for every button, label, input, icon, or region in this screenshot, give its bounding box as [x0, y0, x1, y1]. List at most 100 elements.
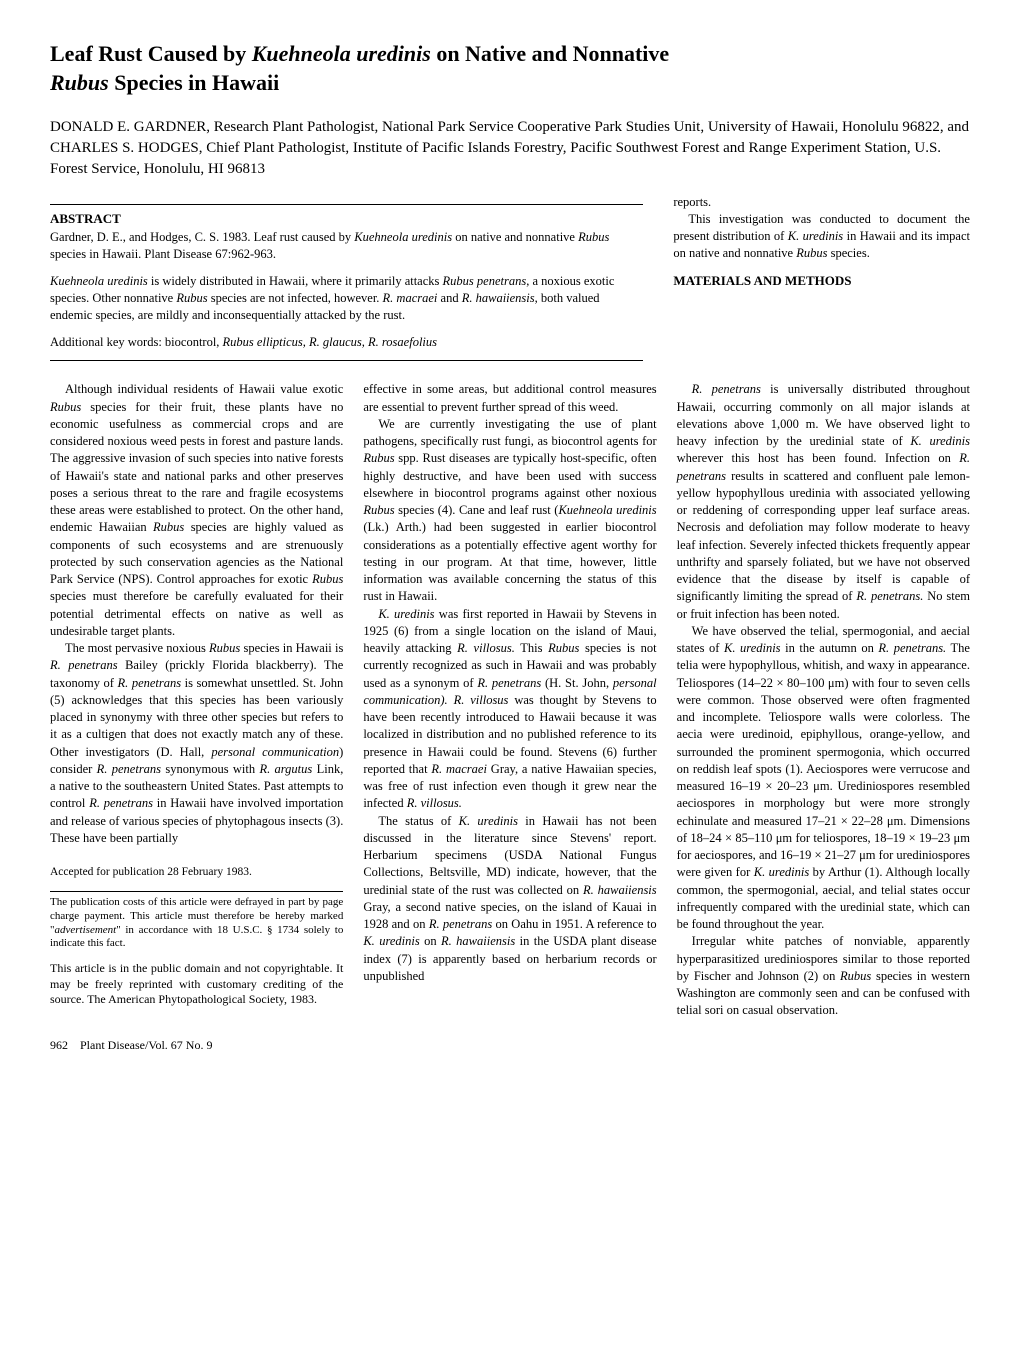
tr-p1-it: K. uredinis: [788, 229, 843, 243]
c3-p3: We have observed the telial, spermogonia…: [677, 623, 970, 934]
materials-methods-heading: MATERIALS AND METHODS: [673, 272, 970, 290]
rule-bottom: [50, 360, 643, 361]
title-part2: on Native and Nonnative: [431, 41, 669, 66]
c2-p4: The status of K. uredinis in Hawaii has …: [363, 813, 656, 986]
c1p1-it2: Rubus: [153, 520, 184, 534]
c2p2-it1: Rubus: [363, 451, 394, 465]
c2p4-it2: R. hawaiiensis: [583, 883, 657, 897]
column-1: Although individual residents of Hawaii …: [50, 381, 343, 1019]
abstract-citation-it2: Rubus: [578, 230, 609, 244]
c1p1-1: Although individual residents of Hawaii …: [65, 382, 343, 396]
reports-continued: reports.: [673, 194, 970, 211]
c1p2-it6: R. argutus: [259, 762, 312, 776]
c1-p1: Although individual residents of Hawaii …: [50, 381, 343, 640]
volume-info: Plant Disease/Vol. 67 No. 9: [80, 1038, 212, 1052]
c2p2-post: (Lk.) Arth.) had been suggested in earli…: [363, 520, 656, 603]
c2p4-it1: K. uredinis: [459, 814, 518, 828]
c3p2-2: wherever this host has been found. Infec…: [677, 451, 960, 465]
c1p2-1: The most pervasive noxious: [65, 641, 209, 655]
c1p2-it3: R. penetrans: [118, 676, 182, 690]
tr-p1-it2: Rubus: [796, 246, 827, 260]
c3p2-it2: K. uredinis: [910, 434, 970, 448]
c1p1-post: species must therefore be carefully eval…: [50, 589, 343, 638]
abstract-b1-it: Kuehneola uredinis: [50, 274, 148, 288]
c2p3-it4: R. penetrans: [477, 676, 541, 690]
c2p3-it3: Rubus: [548, 641, 579, 655]
c3p3-it1: K. uredinis: [724, 641, 781, 655]
c3p4-it: Rubus: [840, 969, 871, 983]
invest-paragraph: This investigation was conducted to docu…: [673, 211, 970, 262]
c2p2-3: species (4). Cane and leaf rust (: [395, 503, 559, 517]
c1p2-it4: personal communication: [211, 745, 339, 759]
title-part1: Leaf Rust Caused by: [50, 41, 252, 66]
authors: DONALD E. GARDNER, Research Plant Pathol…: [50, 117, 970, 180]
c1p2-it2: R. penetrans: [50, 658, 118, 672]
keywords: Additional key words: biocontrol, Rubus …: [50, 334, 643, 351]
column-2: effective in some areas, but additional …: [363, 381, 656, 1019]
c1p2-6: synonymous with: [161, 762, 259, 776]
c2p2-1: We are currently investigating the use o…: [363, 417, 656, 448]
footnote: The publication costs of this article we…: [50, 896, 343, 951]
c2p4-5: on: [420, 934, 441, 948]
abstract-b3: species are not infected, however.: [208, 291, 383, 305]
c2p3-it7: R. villosus.: [407, 796, 462, 810]
c2p4-it5: R. hawaiiensis: [441, 934, 515, 948]
keywords-pre: Additional key words: biocontrol,: [50, 335, 223, 349]
copyright: This article is in the public domain and…: [50, 961, 343, 1008]
c3p3-it2: R. penetrans.: [878, 641, 946, 655]
c2p3-it1: K. uredinis: [378, 607, 434, 621]
abstract-citation-pre: Gardner, D. E., and Hodges, C. S. 1983. …: [50, 230, 354, 244]
c3p2-it4: R. penetrans.: [856, 589, 923, 603]
abstract-citation: Gardner, D. E., and Hodges, C. S. 1983. …: [50, 229, 643, 263]
abstract-b1: is widely distributed in Hawaii, where i…: [148, 274, 443, 288]
accepted-date: Accepted for publication 28 February 198…: [50, 865, 343, 881]
c3p2-3: results in scattered and confluent pale …: [677, 469, 970, 604]
title-part3: Species in Hawaii: [109, 70, 280, 95]
c1p2-it1: Rubus: [209, 641, 240, 655]
c2p3-it6: R. macraei: [431, 762, 487, 776]
c2p2-it2: Rubus: [363, 503, 394, 517]
c3-p4: Irregular white patches of nonviable, ap…: [677, 933, 970, 1019]
c3p3-2: in the autumn on: [781, 641, 879, 655]
footnote-rule: [50, 891, 343, 892]
title-italic1: Kuehneola uredinis: [252, 41, 431, 66]
column-3: R. penetrans is universally distributed …: [677, 381, 970, 1019]
fn-it: advertisement: [55, 924, 117, 936]
abstract-section: ABSTRACT Gardner, D. E., and Hodges, C. …: [50, 194, 643, 367]
abstract-citation-post: species in Hawaii. Plant Disease 67:962-…: [50, 247, 276, 261]
abstract-b2-it: Rubus penetrans: [443, 274, 527, 288]
c1p1-it1: Rubus: [50, 400, 81, 414]
c1p1-2: species for their fruit, these plants ha…: [50, 400, 343, 535]
c2p3-4: (H. St. John,: [541, 676, 613, 690]
abstract-citation-it1: Kuehneola uredinis: [354, 230, 452, 244]
abstract-heading: ABSTRACT: [50, 211, 643, 227]
c2p2-2: spp. Rust diseases are typically host-sp…: [363, 451, 656, 500]
c2p4-1: The status of: [378, 814, 458, 828]
c2-p3: K. uredinis was first reported in Hawaii…: [363, 606, 656, 813]
page-number: 962: [50, 1038, 68, 1052]
tr-p1-post: species.: [827, 246, 869, 260]
c2p3-2: This: [515, 641, 548, 655]
c3-p2: R. penetrans is universally distributed …: [677, 381, 970, 623]
page-footer: 962 Plant Disease/Vol. 67 No. 9: [50, 1038, 970, 1053]
abstract-b4: and: [437, 291, 461, 305]
c3p2-it1: R. penetrans: [692, 382, 761, 396]
c1p1-it3: Rubus: [312, 572, 343, 586]
title-italic2: Rubus: [50, 70, 109, 95]
abstract-b5-it: R. hawaiiensis: [462, 291, 535, 305]
c2p4-it3: R. penetrans: [429, 917, 492, 931]
c2-p1: effective in some areas, but additional …: [363, 381, 656, 416]
abstract-body: Kuehneola uredinis is widely distributed…: [50, 273, 643, 324]
c1p2-2: species in Hawaii is: [240, 641, 343, 655]
c1p2-it7: R. penetrans: [89, 796, 153, 810]
keywords-it: Rubus ellipticus, R. glaucus, R. rosaefo…: [223, 335, 437, 349]
c2p2-it3: Kuehneola uredinis: [558, 503, 656, 517]
c2-p2: We are currently investigating the use o…: [363, 416, 656, 606]
page-title: Leaf Rust Caused by Kuehneola uredinis o…: [50, 40, 970, 97]
abstract-citation-mid: on native and nonnative: [452, 230, 578, 244]
c1-p2: The most pervasive noxious Rubus species…: [50, 640, 343, 847]
c1p2-it5: R. penetrans: [97, 762, 161, 776]
rule-top: [50, 204, 643, 205]
body-columns: Although individual residents of Hawaii …: [50, 381, 970, 1019]
abstract-b4-it: R. macraei: [383, 291, 438, 305]
